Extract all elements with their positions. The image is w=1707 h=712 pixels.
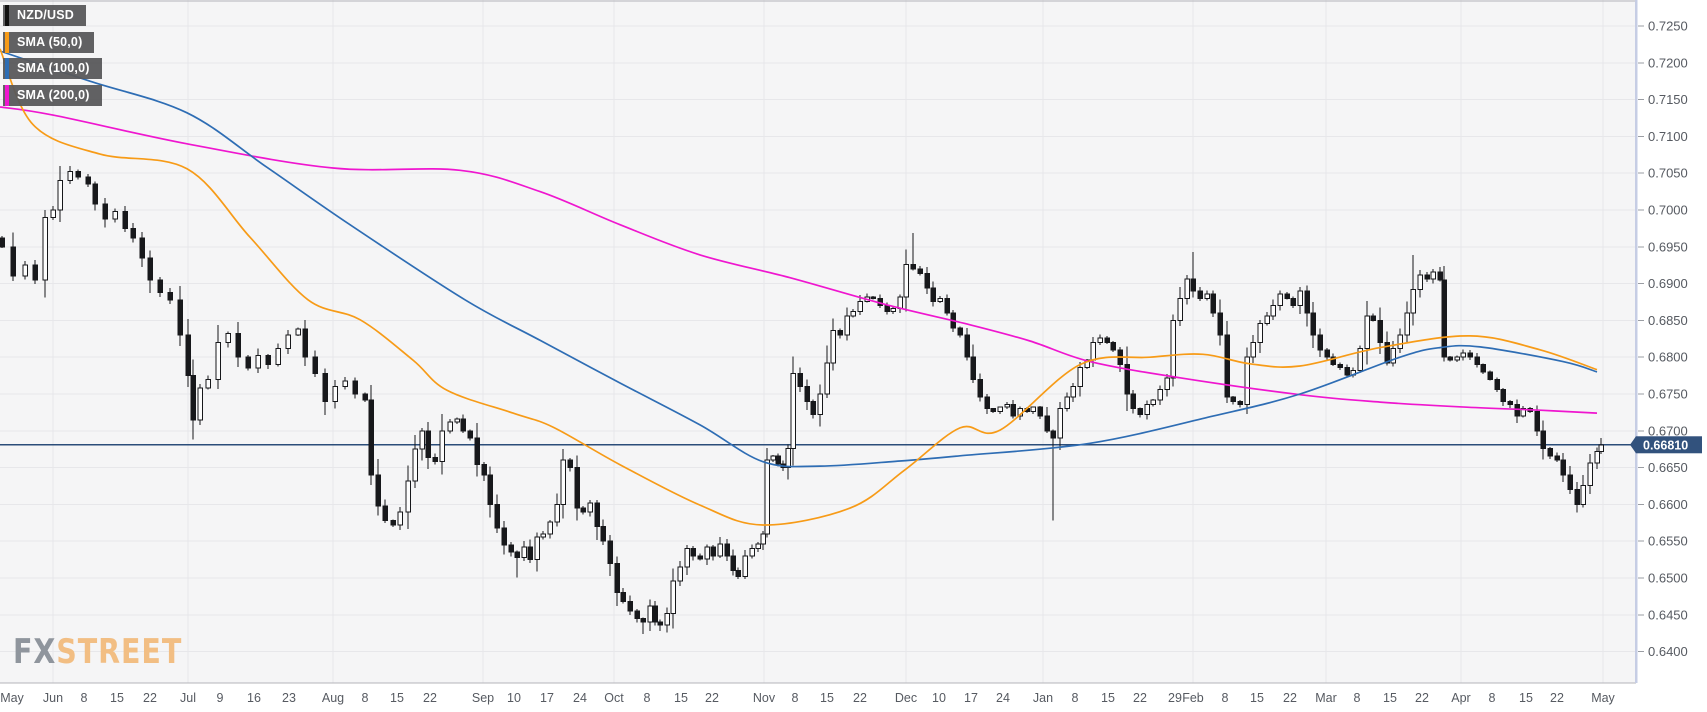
svg-text:15: 15 (1101, 691, 1115, 705)
sma-50-line[interactable] (0, 48, 1598, 526)
svg-text:9: 9 (217, 691, 224, 705)
svg-text:May: May (1591, 691, 1615, 705)
candles-layer (0, 165, 1604, 634)
svg-text:Dec: Dec (895, 691, 917, 705)
svg-text:0.6650: 0.6650 (1648, 460, 1688, 475)
svg-text:24: 24 (996, 691, 1010, 705)
svg-text:29: 29 (1168, 691, 1182, 705)
price-axis[interactable]: 0.7250 0.7200 0.7150 0.7100 0.7050 0.7000 0.69… (1638, 19, 1688, 660)
svg-text:Mar: Mar (1315, 691, 1337, 705)
series-color-bar (5, 5, 9, 26)
svg-text:0.6500: 0.6500 (1648, 571, 1688, 586)
legend-item-sma100[interactable]: SMA (100,0) (3, 58, 102, 79)
svg-text:22: 22 (1283, 691, 1297, 705)
svg-text:24: 24 (573, 691, 587, 705)
svg-text:8: 8 (1489, 691, 1496, 705)
sma100-color-bar (5, 58, 9, 79)
svg-text:16: 16 (247, 691, 261, 705)
svg-text:15: 15 (110, 691, 124, 705)
svg-text:Apr: Apr (1451, 691, 1470, 705)
svg-text:Nov: Nov (753, 691, 776, 705)
svg-text:0.6900: 0.6900 (1648, 276, 1688, 291)
svg-text:Oct: Oct (604, 691, 624, 705)
svg-text:22: 22 (1550, 691, 1564, 705)
sma50-label: SMA (50,0) (17, 34, 83, 49)
svg-text:22: 22 (1133, 691, 1147, 705)
sma200-label: SMA (200,0) (17, 87, 90, 102)
svg-text:0.7150: 0.7150 (1648, 92, 1688, 107)
svg-text:22: 22 (143, 691, 157, 705)
svg-text:Feb: Feb (1182, 691, 1204, 705)
svg-text:0.7100: 0.7100 (1648, 129, 1688, 144)
svg-text:8: 8 (1222, 691, 1229, 705)
legend-item-sma200[interactable]: SMA (200,0) (3, 84, 102, 106)
svg-text:8: 8 (792, 691, 799, 705)
legend-item-symbol[interactable]: NZD/USD (3, 5, 86, 26)
svg-text:0.7200: 0.7200 (1648, 55, 1688, 70)
svg-text:0.6750: 0.6750 (1648, 387, 1688, 402)
svg-text:22: 22 (423, 691, 437, 705)
svg-text:15: 15 (390, 691, 404, 705)
chart-legend: NZD/USD SMA (50,0) SMA (100,0) SMA (200,… (3, 5, 102, 111)
sma200-color-bar (5, 84, 9, 106)
sma100-label: SMA (100,0) (17, 61, 90, 75)
svg-text:0.7000: 0.7000 (1648, 203, 1688, 218)
svg-text:10: 10 (932, 691, 946, 705)
svg-text:0.6700: 0.6700 (1648, 423, 1688, 438)
svg-text:Jul: Jul (180, 691, 196, 705)
svg-text:15: 15 (1383, 691, 1397, 705)
svg-text:Jan: Jan (1033, 691, 1053, 705)
svg-text:23: 23 (282, 691, 296, 705)
svg-text:22: 22 (1415, 691, 1429, 705)
svg-text:17: 17 (540, 691, 554, 705)
svg-text:8: 8 (81, 691, 88, 705)
svg-text:8: 8 (1354, 691, 1361, 705)
sma-200-line[interactable] (0, 106, 1598, 414)
svg-text:15: 15 (1519, 691, 1533, 705)
svg-text:17: 17 (964, 691, 978, 705)
sma-100-line[interactable] (0, 50, 1598, 468)
svg-text:10: 10 (507, 691, 521, 705)
svg-text:Sep: Sep (472, 691, 494, 705)
svg-text:0.6800: 0.6800 (1648, 350, 1688, 365)
svg-text:22: 22 (853, 691, 867, 705)
symbol-label: NZD/USD (17, 8, 74, 22)
current-price-value: 0.66810 (1643, 438, 1688, 452)
svg-text:8: 8 (362, 691, 369, 705)
gridlines (0, 0, 1636, 683)
sma50-color-bar (5, 31, 9, 53)
fxstreet-logo-fx: FX (13, 633, 57, 672)
svg-text:15: 15 (820, 691, 834, 705)
legend-item-sma50[interactable]: SMA (50,0) (3, 31, 95, 53)
svg-text:8: 8 (644, 691, 651, 705)
svg-text:0.6850: 0.6850 (1648, 313, 1688, 328)
svg-text:0.6950: 0.6950 (1648, 239, 1688, 254)
svg-text:0.7250: 0.7250 (1648, 19, 1688, 34)
plot-background (0, 0, 1636, 683)
svg-text:0.7050: 0.7050 (1648, 166, 1688, 181)
svg-text:0.6600: 0.6600 (1648, 497, 1688, 512)
fxstreet-logo-street: STREET (56, 633, 183, 672)
svg-text:22: 22 (705, 691, 719, 705)
svg-text:Jun: Jun (43, 691, 63, 705)
svg-text:15: 15 (674, 691, 688, 705)
svg-text:Aug: Aug (322, 691, 344, 705)
svg-text:0.6400: 0.6400 (1648, 644, 1688, 659)
svg-text:15: 15 (1250, 691, 1264, 705)
current-price-label: 0.66810 (1630, 436, 1702, 454)
svg-text:May: May (0, 691, 24, 705)
fxstreet-watermark: FXSTREET (13, 633, 182, 672)
svg-text:0.6450: 0.6450 (1648, 607, 1688, 622)
time-axis[interactable]: May Jun 8 15 22 Jul 9 16 23 Aug 8 15 22 Sep 10 17 24 Oct 8… (0, 691, 1615, 705)
svg-text:8: 8 (1072, 691, 1079, 705)
svg-text:0.6550: 0.6550 (1648, 534, 1688, 549)
